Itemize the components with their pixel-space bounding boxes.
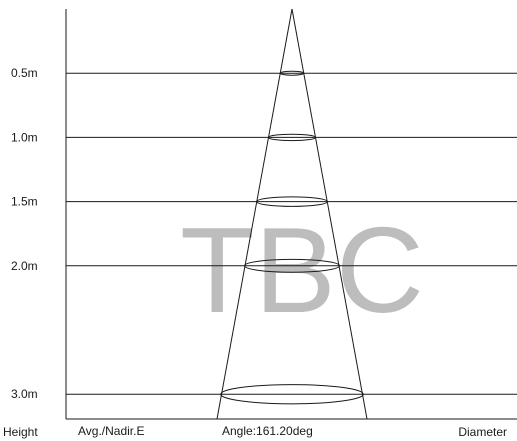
height-label: 1.5m: [11, 195, 38, 209]
beam-cone: [216, 8, 368, 420]
height-label: 0.5m: [11, 66, 38, 80]
cone-right-edge: [291, 8, 368, 420]
height-column-label: Height: [3, 425, 38, 439]
avg-nadir-label: Avg./Nadir.E: [78, 424, 144, 438]
beam-angle-label: Angle:161.20deg: [222, 424, 313, 438]
height-label: 2.0m: [11, 259, 38, 273]
tbc-watermark: TBC: [180, 202, 424, 338]
cone-left-edge: [216, 8, 293, 420]
beam-ellipse: [244, 258, 340, 273]
height-label: 3.0m: [11, 387, 38, 401]
beam-ellipse: [220, 384, 364, 405]
height-label: 1.0m: [11, 130, 38, 144]
diameter-column-label: Diameter: [458, 425, 507, 439]
